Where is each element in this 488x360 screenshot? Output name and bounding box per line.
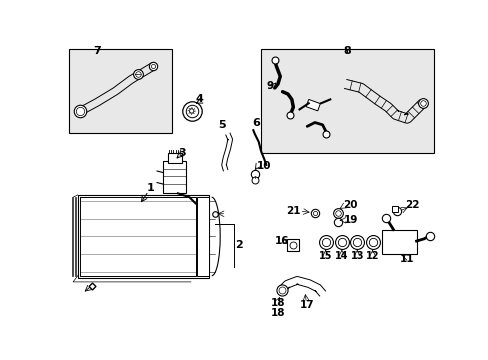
Text: 4: 4 xyxy=(195,94,203,104)
Text: 5: 5 xyxy=(218,120,225,130)
Text: 1: 1 xyxy=(147,183,155,193)
Text: 16: 16 xyxy=(274,236,288,246)
Text: 6: 6 xyxy=(252,117,260,127)
Bar xyxy=(197,197,208,276)
Text: 3: 3 xyxy=(178,148,185,158)
Text: 21: 21 xyxy=(285,206,300,216)
Text: 7: 7 xyxy=(93,46,101,56)
Text: 13: 13 xyxy=(350,251,363,261)
Text: 15: 15 xyxy=(318,251,332,261)
Text: 19: 19 xyxy=(343,215,357,225)
Text: 10: 10 xyxy=(256,161,270,171)
Text: 20: 20 xyxy=(343,200,357,210)
Bar xyxy=(163,161,186,193)
Text: 14: 14 xyxy=(334,251,348,261)
Bar xyxy=(261,49,433,153)
Text: 12: 12 xyxy=(365,251,379,261)
Text: 9: 9 xyxy=(266,81,273,91)
Text: 18: 18 xyxy=(270,308,285,318)
Text: 11: 11 xyxy=(399,254,414,264)
Bar xyxy=(167,153,182,163)
Text: 2: 2 xyxy=(235,240,243,250)
Text: 8: 8 xyxy=(343,46,350,56)
Bar xyxy=(305,99,320,111)
Bar xyxy=(78,195,208,278)
Bar xyxy=(381,230,416,254)
Bar xyxy=(68,49,172,132)
Text: 18: 18 xyxy=(270,298,285,308)
Text: 17: 17 xyxy=(299,300,314,310)
Text: 22: 22 xyxy=(405,200,419,210)
